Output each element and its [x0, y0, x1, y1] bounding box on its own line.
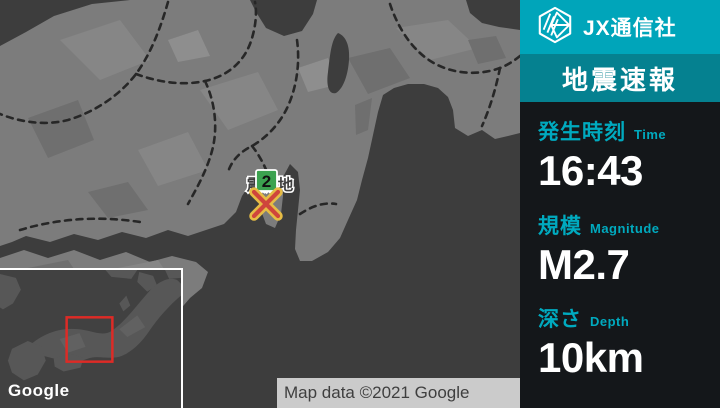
depth-label: 深さ Depth	[538, 303, 643, 333]
brand-header: JX通信社	[520, 0, 720, 54]
map-attribution: Map data ©2021 Google	[277, 378, 520, 408]
inset-canvas	[0, 270, 181, 408]
magnitude-value: M2.7	[538, 241, 630, 288]
inset-region-box	[65, 316, 114, 363]
origin-time-label-en: Time	[634, 127, 667, 142]
epicenter-x-marker-icon	[249, 187, 283, 221]
magnitude-label-en: Magnitude	[590, 221, 660, 236]
origin-time-label-jp: 発生時刻	[538, 121, 626, 144]
magnitude-label: 規模 Magnitude	[538, 210, 660, 240]
map-lake-biwa	[327, 33, 350, 94]
intensity-badge: 2	[255, 169, 278, 192]
brand-name: JX通信社	[583, 17, 677, 40]
google-logo[interactable]: Google	[8, 381, 70, 400]
depth-label-en: Depth	[590, 314, 630, 329]
alert-banner: 地震速報	[520, 54, 720, 102]
origin-time-label: 発生時刻 Time	[538, 116, 666, 146]
intensity-badge-value: 2	[262, 172, 271, 191]
alert-banner-title: 地震速報	[561, 64, 678, 95]
magnitude-label-jp: 規模	[538, 215, 582, 238]
origin-time-value: 16:43	[538, 147, 643, 194]
inset-overview-map[interactable]: Google	[0, 268, 183, 408]
info-sidebar: JX通信社 地震速報 発生時刻 Time 16:43 規模 Magnitude …	[520, 0, 720, 408]
field-depth: 深さ Depth 10km	[538, 303, 644, 381]
depth-label-jp: 深さ	[538, 308, 582, 331]
field-origin-time: 発生時刻 Time 16:43	[538, 116, 666, 193]
map-prefecture-borders	[0, 0, 520, 232]
depth-value: 10km	[538, 334, 644, 381]
field-magnitude: 規模 Magnitude M2.7	[538, 210, 660, 287]
jx-hexagon-logo-icon	[536, 6, 574, 49]
